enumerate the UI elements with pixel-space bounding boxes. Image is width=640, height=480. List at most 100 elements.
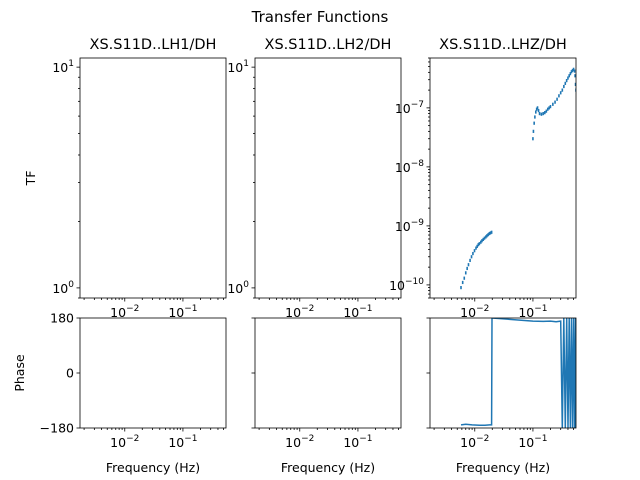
data-point [568,74,570,78]
data-point [534,110,537,114]
y-tick-label: 10−9 [395,218,424,234]
data-point [544,111,546,115]
data-point [469,258,471,263]
data-point [574,74,576,78]
axes-frame [79,57,227,299]
data-point [482,237,485,242]
x-tick-label: 10−1 [168,434,197,450]
data-point [488,232,491,236]
axes-frame [429,317,577,429]
data-point [489,231,492,235]
data-point [570,70,573,74]
x-tick-label: 10−2 [285,434,314,450]
data-point [472,251,474,256]
data-point [534,115,536,119]
y-tick-label: 100 [52,280,74,296]
x-tick-label: 10−1 [168,304,197,320]
x-tick-label: 10−1 [343,304,372,320]
x-axis-label: Frequency (Hz) [456,460,550,475]
data-point [490,230,493,234]
data-point [485,235,487,239]
data-point [556,97,558,101]
y-tick-label: 10−8 [395,159,424,175]
x-tick-label: 10−2 [460,304,489,320]
data-point [487,233,489,237]
data-point [486,234,488,238]
x-tick-label: 10−1 [518,304,547,320]
data-point [563,84,565,89]
data-point [537,108,540,113]
data-point [475,246,477,250]
x-axis-label: Frequency (Hz) [106,460,200,475]
data-point [473,249,476,253]
phase-line [460,318,576,428]
subplot-tf-0: 10−2 10−1 100 101 XS.S11D..LH1/DH TF [23,37,227,320]
data-point [538,111,541,116]
data-point [545,109,548,113]
data-point [476,244,478,248]
subplot-tf-1: 10−2 10−1 100 101 XS.S11D..LH2/DH [227,37,402,320]
y-tick-label: 101 [227,59,249,75]
subplot-title: XS.S11D..LHZ/DH [439,37,567,53]
data-point [483,236,486,240]
data-point [480,240,482,244]
data-point [572,67,575,71]
y-tick-label: 180 [50,311,74,326]
data-point [546,107,549,111]
y-tick-label: 10−7 [395,100,424,116]
subplot-title: XS.S11D..LH2/DH [265,37,392,53]
x-tick-label: 10−2 [110,434,139,450]
axes-frame [429,57,577,299]
data-point [478,242,481,246]
data-point [569,72,572,76]
data-point [536,106,539,110]
axes-frame [254,57,402,299]
data-point [561,88,564,92]
data-point [532,129,535,133]
data-point [567,76,569,80]
subplot-phase-1: 10−2 10−1 Frequency (Hz) [251,317,402,475]
x-tick-label: 10−2 [110,304,139,320]
data-point [573,69,576,73]
data-point [477,243,480,247]
data-point [549,105,552,109]
data-point [463,276,466,280]
y-tick-label: −180 [40,421,74,436]
data-point [554,100,556,104]
x-tick-label: 10−1 [343,434,372,450]
data-point [533,121,535,125]
data-point [540,112,543,116]
data-point [460,286,462,290]
data-point [470,255,473,259]
data-point [574,82,576,86]
data-point [559,91,562,95]
y-axis-label: TF [23,171,38,187]
data-point [481,239,483,243]
subplot-phase-2: 10−2 10−1 Frequency (Hz) [426,317,577,475]
figure-title: Transfer Functions [251,8,389,26]
y-tick-label: 0 [66,366,74,381]
y-axis-label: Phase [12,354,27,392]
y-tick-label: 101 [52,59,74,75]
x-tick-label: 10−2 [285,304,314,320]
axes-frame [254,317,402,429]
data-point [548,106,550,110]
x-tick-label: 10−1 [518,434,547,450]
data-point [535,107,538,111]
data-point [558,94,560,98]
y-tick-label: 100 [227,280,249,296]
data-point [552,102,554,106]
data-point [461,280,464,285]
data-point [564,81,567,85]
subplot-tf-2: 10−2 10−1 10−10 10−9 10−8 10−7 XS.S11D..LHZ/DH [389,37,577,320]
data-layer [460,67,576,290]
x-axis-label: Frequency (Hz) [281,460,375,475]
y-tick-label: 10−10 [389,277,424,293]
data-point [542,111,544,116]
subplot-phase-0: 10−2 10−1 180 0 −180 Frequency (Hz) Phase [12,311,227,475]
data-point [464,271,467,275]
data-layer [460,318,576,428]
data-point [571,68,574,73]
x-tick-label: 10−2 [460,434,489,450]
